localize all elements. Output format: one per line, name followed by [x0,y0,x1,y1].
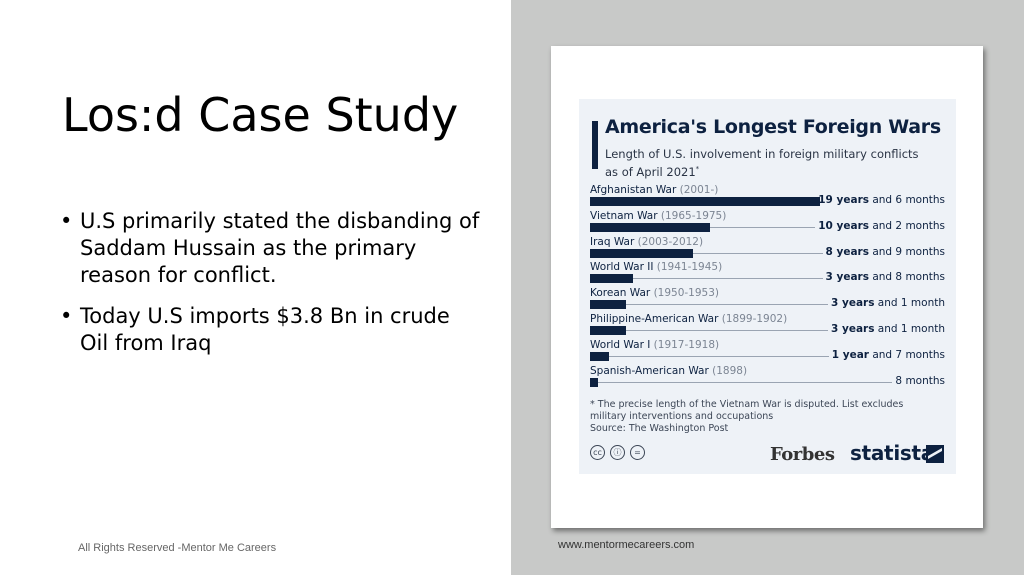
bar-label: Spanish-American War (1898) [590,365,747,377]
bar-value-rest: and 9 months [869,245,945,258]
bar-value-rest: 8 months [895,374,945,387]
bar-label: Philippine-American War (1899-1902) [590,313,787,325]
bar [590,326,627,335]
bar-value-label: 10 years and 2 months [818,220,945,232]
chart-subtitle: Length of U.S. involvement in foreign mi… [605,147,925,180]
statista-logo: statista [850,441,934,465]
footer-copyright: All Rights Reserved -Mentor Me Careers [78,542,277,554]
bar-row: Afghanistan War (2001-) 19 years and 6 mo… [590,184,945,210]
bar-leader-line [693,252,823,254]
forbes-logo: Forbes [770,444,835,465]
bar-value-label: 1 year and 7 months [832,349,945,361]
bar-row: World War I (1917-1918) 1 year and 7 mont… [590,339,945,365]
bar-label-years: (1899-1902) [721,313,788,325]
bar-label-name: Philippine-American War [590,313,722,325]
bar-row: Spanish-American War (1898) 8 months [590,365,945,391]
bar-value-main: 8 years [825,245,869,258]
bar-value-label: 3 years and 1 month [831,297,945,309]
bar-value-label: 3 years and 8 months [826,271,945,283]
slide-title: Los:d Case Study [62,88,459,142]
bar-label: World War II (1941-1945) [590,261,722,273]
bar-label-years: (1965-1975) [660,209,727,222]
bar-label-years: (2003-2012) [637,235,704,248]
slide-left-panel: Los:d Case Study U.S primarily stated th… [0,0,511,575]
bar-leader-line [597,381,893,383]
bar-value-main: 19 years [818,194,869,206]
bar-label-years: (1917-1918) [653,338,720,351]
bar-value-main: 3 years [831,323,875,335]
bar-value-rest: and 1 month [874,323,945,335]
chart-title: America's Longest Foreign Wars [605,116,941,138]
bar [590,351,609,361]
bar-row: World War II (1941-1945) 3 years and 8 mo… [590,261,945,287]
bar-label-name: Iraq War [590,235,638,248]
bar-label-name: Vietnam War [590,209,661,222]
bar-label-name: World War II [590,261,657,274]
bullet-item: Today U.S imports $3.8 Bn in crude Oil f… [60,303,480,357]
bar [590,197,820,206]
bar-label: World War I (1917-1918) [590,339,719,351]
subtitle-footnote-mark: * [695,165,700,173]
bar-label: Korean War (1950-1953) [590,287,719,299]
bar-value-label: 8 years and 9 months [826,246,945,258]
bar-row: Korean War (1950-1953) 3 years and 1 mont… [590,287,945,313]
bar-value-rest: and 2 months [869,219,945,232]
bar-label: Afghanistan War (2001-) [590,184,718,196]
bar-label: Vietnam War (1965-1975) [590,210,726,222]
bar-leader-line [633,278,823,280]
bar-value-main: 3 years [825,271,869,284]
infographic: America's Longest Foreign Wars Length of… [579,99,956,474]
bar-label-name: World War I [590,338,654,351]
bar-value-rest: and 1 month [874,297,945,310]
bar [590,377,598,387]
bar-value-label: 3 years and 1 month [831,323,945,335]
bar-value-label: 8 months [895,375,945,387]
bar-label-name: Afghanistan War [590,184,680,196]
bar-value-label: 19 years and 6 months [818,194,945,206]
cc-icon: cc [590,445,605,460]
bar-label-name: Korean War [590,287,654,300]
bullet-item: U.S primarily stated the disbanding of S… [60,208,480,289]
bar-leader-line [608,355,829,357]
bar-label-years: (1898) [712,364,748,377]
equals-icon: = [630,445,645,460]
bar-row: Iraq War (2003-2012) 8 years and 9 months [590,236,945,262]
bar [590,248,694,258]
bar [590,222,710,232]
bar-leader-line [626,304,828,306]
footer-website: www.mentormecareers.com [558,539,695,551]
bullet-list: U.S primarily stated the disbanding of S… [60,208,480,371]
bar-leader-line [709,226,816,228]
statista-mark-icon [926,445,944,463]
bar-leader-line [626,330,828,331]
bar [590,300,627,310]
bar-value-main: 3 years [831,297,875,310]
bar-label-years: (1941-1945) [656,261,723,274]
bar-row: Philippine-American War (1899-1902) 3 yea… [590,313,945,339]
bar [590,274,634,284]
chart-note: * The precise length of the Vietnam War … [590,399,904,422]
person-icon: ⓘ [610,445,625,460]
bar-value-rest: and 7 months [869,348,945,361]
chart-source: Source: The Washington Post [590,423,729,434]
bar-value-rest: and 8 months [869,271,945,284]
bar-label-years: (1950-1953) [653,287,719,300]
license-icons: cc ⓘ = [590,445,645,460]
chart-subtitle-text: Length of U.S. involvement in foreign mi… [605,147,919,179]
bar-value-main: 1 year [831,348,869,361]
bar-value-rest: and 6 months [869,194,945,206]
bar-label-years: (2001-) [679,184,719,196]
bar-label-name: Spanish-American War [590,364,713,377]
title-accent-bar [592,121,598,169]
bar-label: Iraq War (2003-2012) [590,236,703,248]
bar-value-main: 10 years [818,219,869,232]
bar-row: Vietnam War (1965-1975) 10 years and 2 mo… [590,210,945,236]
